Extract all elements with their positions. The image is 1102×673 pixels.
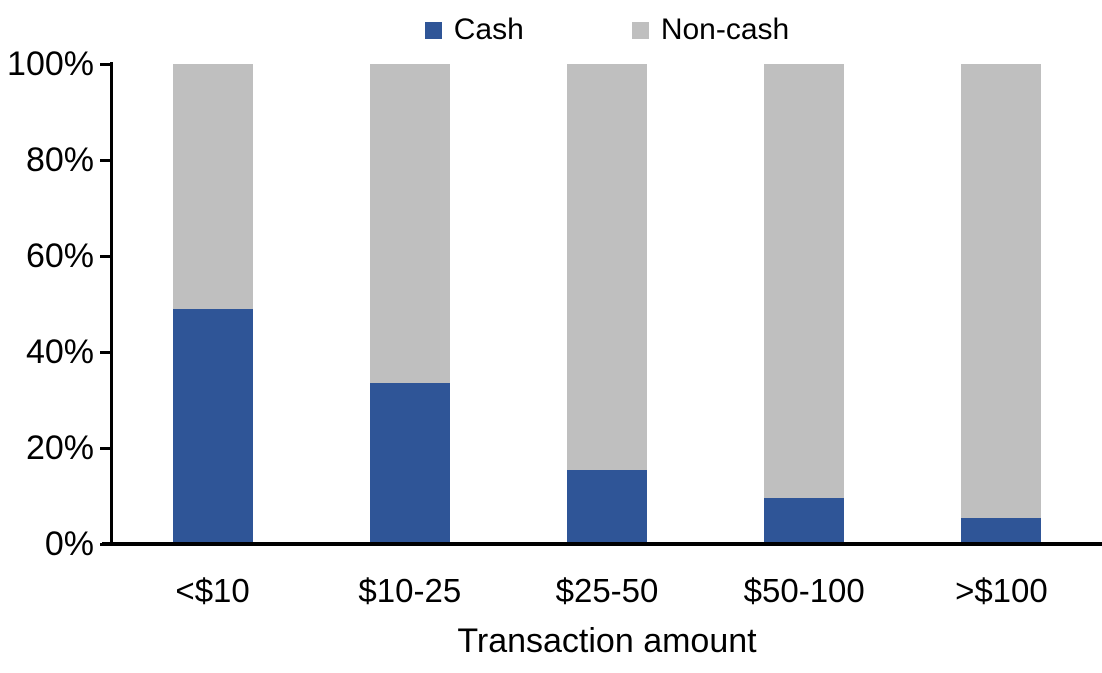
non-cash-segment (172, 64, 253, 309)
bar-slot (903, 64, 1100, 544)
legend: Cash Non-cash (114, 10, 1100, 50)
stacked-bar-3 (567, 64, 647, 544)
y-tick-label: 20% (25, 429, 94, 467)
x-tick-label: <$10 (175, 572, 250, 609)
x-tick-label: $10-25 (358, 572, 462, 609)
cash-segment (369, 383, 450, 544)
non-cash-legend-label: Non-cash (660, 13, 790, 46)
non-cash-segment (764, 64, 845, 499)
x-tick-label: $50-100 (743, 572, 865, 609)
y-axis-tick-mark (100, 447, 111, 450)
y-tick-label: 80% (25, 141, 94, 179)
cash-legend-label: Cash (453, 13, 524, 46)
y-tick-label: 0% (44, 525, 94, 563)
non-cash-segment (369, 64, 450, 384)
cash-legend-swatch (424, 21, 442, 39)
y-tick-label: 60% (25, 237, 94, 275)
y-axis-tick-mark (100, 63, 111, 66)
cash-segment (764, 498, 845, 544)
x-axis-line (102, 542, 1102, 546)
stacked-bar-4 (764, 64, 845, 544)
x-axis-title: Transaction amount (457, 622, 757, 660)
cash-segment (961, 517, 1042, 544)
y-axis-tick-mark (100, 255, 111, 258)
stacked-bar-5 (961, 64, 1042, 544)
x-axis-tick-labels: <$10 $10-25 $25-50 $50-100 >$100 (114, 572, 1100, 610)
stacked-bar-1 (172, 64, 253, 544)
y-axis-line (110, 62, 113, 546)
non-cash-legend-swatch (631, 21, 649, 39)
x-tick-label: $25-50 (555, 572, 659, 609)
bar-slot (706, 64, 903, 544)
x-tick-label: >$100 (955, 572, 1048, 609)
stacked-bar-2 (369, 64, 450, 544)
legend-item-non-cash: Non-cash (631, 13, 790, 46)
y-tick-label: 40% (25, 333, 94, 371)
cash-segment (567, 469, 647, 544)
cash-segment (172, 308, 253, 544)
bar-slot (311, 64, 508, 544)
y-axis-tick-mark (100, 159, 111, 162)
legend-item-cash: Cash (424, 13, 524, 46)
plot-area (114, 64, 1100, 544)
bar-slot (114, 64, 311, 544)
non-cash-segment (961, 64, 1042, 518)
non-cash-segment (567, 64, 647, 470)
bar-slot (508, 64, 705, 544)
y-tick-label: 100% (7, 45, 94, 83)
y-axis-tick-mark (100, 351, 111, 354)
